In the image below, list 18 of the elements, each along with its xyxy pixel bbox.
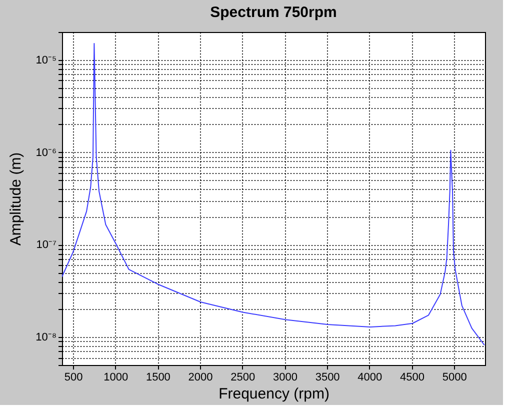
x-tick-label: 3000: [272, 372, 298, 384]
x-tick-label: 2500: [230, 372, 256, 384]
x-tick-label: 4500: [400, 372, 424, 384]
x-tick-label: 5000: [442, 372, 467, 384]
x-tick-label: 500: [64, 372, 83, 384]
y-tick-label: 10⁻⁶: [36, 146, 56, 159]
x-tick-label: 3500: [315, 372, 340, 384]
x-tick-label: 1000: [104, 372, 128, 384]
line-series: [62, 43, 485, 346]
x-tick-label: 1500: [146, 372, 170, 384]
x-axis-title: Frequency (rpm): [218, 386, 330, 402]
chart-title: Spectrum 750rpm: [210, 4, 337, 21]
y-axis-title: Amplitude (m): [8, 152, 25, 246]
x-tick-label: 2000: [188, 372, 213, 384]
y-tick-label: 10⁻⁷: [36, 239, 57, 252]
y-tick-label: 10⁻⁸: [36, 332, 56, 344]
y-tick-label: 10⁻⁵: [36, 54, 56, 66]
x-tick-label: 4000: [358, 372, 382, 384]
